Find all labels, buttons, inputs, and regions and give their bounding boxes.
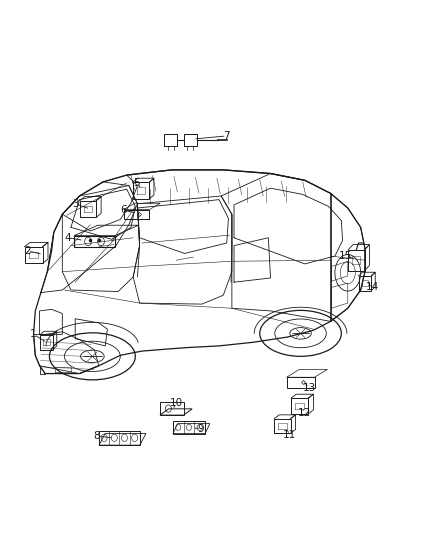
Text: 12: 12 — [298, 408, 311, 418]
Text: 6: 6 — [120, 205, 127, 215]
Text: 8: 8 — [93, 431, 100, 441]
Text: 7: 7 — [223, 131, 230, 141]
Text: 15: 15 — [339, 251, 352, 261]
Text: 3: 3 — [72, 199, 78, 209]
Text: 5: 5 — [133, 178, 140, 188]
Text: 1: 1 — [30, 329, 37, 340]
Text: 4: 4 — [64, 233, 71, 243]
Text: 13: 13 — [303, 383, 316, 393]
Text: 14: 14 — [366, 282, 379, 293]
Text: 2: 2 — [25, 246, 31, 256]
Text: 9: 9 — [198, 424, 204, 434]
Text: 11: 11 — [283, 430, 297, 440]
Text: 10: 10 — [170, 398, 183, 408]
